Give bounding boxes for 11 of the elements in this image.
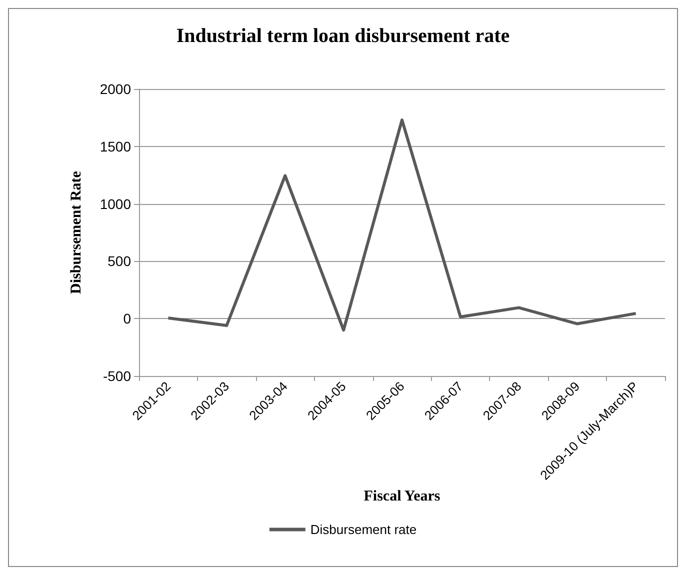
y-tick-label: 0 — [123, 310, 132, 327]
x-axis-title: Fiscal Years — [364, 488, 440, 505]
y-tick-label: 500 — [108, 253, 132, 270]
legend-label: Disbursement rate — [310, 522, 417, 537]
chart-title: Industrial term loan disbursement rate — [176, 25, 510, 47]
y-tick-label: 1000 — [100, 196, 132, 212]
line-series — [166, 118, 638, 332]
y-tick-label: 1500 — [100, 138, 132, 154]
y-tick-label: -500 — [102, 368, 132, 384]
y-axis-title: Disbursement Rate — [68, 170, 84, 294]
y-tick-label: 2000 — [100, 81, 132, 97]
